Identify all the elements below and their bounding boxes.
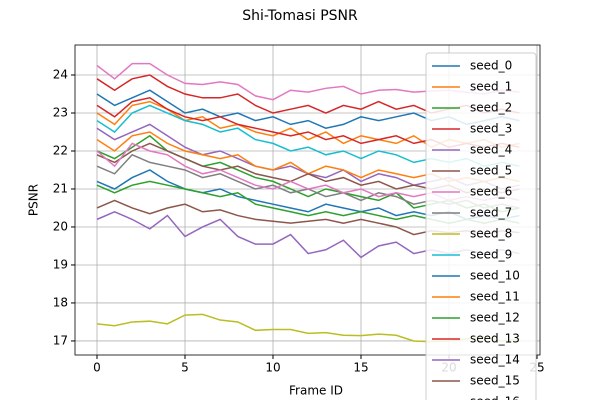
legend-frame [425,52,537,400]
y-tick-label: 22 [53,143,68,157]
y-tick-label: 19 [53,257,68,271]
legend-label: seed_15 [470,374,520,388]
legend-label: seed_5 [470,164,512,178]
legend-label: seed_4 [470,143,512,157]
legend-label: seed_6 [470,185,512,199]
legend-label: seed_2 [470,101,512,115]
legend-label: seed_14 [470,353,520,367]
legend-label: seed_1 [470,80,512,94]
y-tick-label: 18 [53,295,68,309]
legend-label: seed_3 [470,122,512,136]
legend-label: seed_10 [470,269,520,283]
y-tick-label: 21 [53,181,68,195]
legend-label: seed_8 [470,227,512,241]
legend-label: seed_0 [470,59,512,73]
legend-label: seed_16 [470,395,520,400]
x-tick-label: 5 [181,361,189,375]
x-tick-label: 15 [353,361,368,375]
legend-label: seed_12 [470,311,520,325]
chart-title: Shi-Tomasi PSNR [242,8,358,24]
x-axis-label: Frame ID [289,384,343,398]
y-axis-label: PSNR [27,184,41,216]
plot-frame [74,44,541,356]
y-tick-label: 20 [53,219,68,233]
x-tick-label: 10 [265,361,280,375]
legend-label: seed_11 [470,290,520,304]
y-tick-label: 24 [53,68,68,82]
x-tick-label: 0 [93,361,101,375]
y-tick-label: 17 [53,333,68,347]
legend-label: seed_7 [470,206,512,220]
legend: seed_0 seed_1 seed_2 seed_3 seed_4 seed_5seed… [425,52,537,400]
legend-label: seed_9 [470,248,512,262]
y-tick-label: 23 [53,106,68,120]
legend-label: seed_13 [470,332,520,346]
